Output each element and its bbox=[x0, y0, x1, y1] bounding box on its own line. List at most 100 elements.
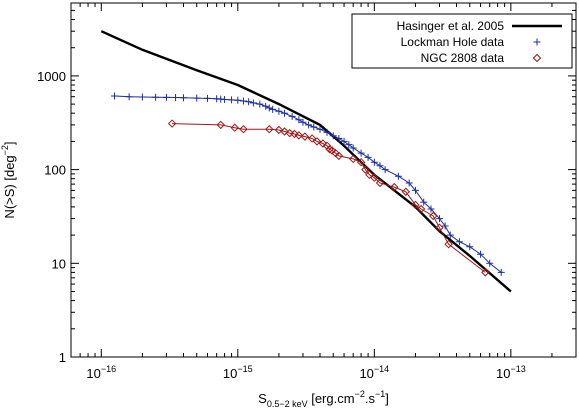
data-point-plus bbox=[420, 198, 428, 206]
data-point-plus bbox=[275, 107, 283, 115]
data-point-diamond bbox=[429, 211, 438, 221]
legend-box bbox=[351, 13, 573, 69]
series-1 bbox=[111, 92, 505, 276]
x-tick-label: 10−14 bbox=[359, 364, 389, 381]
data-point-plus bbox=[204, 94, 212, 102]
data-point-diamond bbox=[239, 124, 248, 134]
y-tick-label: 100 bbox=[44, 163, 66, 178]
data-point-diamond bbox=[216, 120, 225, 130]
data-point-plus bbox=[281, 109, 289, 117]
data-point-plus bbox=[381, 166, 389, 174]
series-0 bbox=[100, 30, 512, 293]
data-point-diamond bbox=[356, 157, 366, 167]
data-point-plus bbox=[466, 243, 474, 251]
plot-layer bbox=[100, 30, 512, 293]
data-point-diamond bbox=[322, 141, 332, 150]
data-point-plus bbox=[364, 153, 372, 161]
data-point-diamond bbox=[401, 187, 411, 196]
data-point-plus bbox=[234, 96, 242, 104]
x-axis-title: S0.5−2 keV [erg.cm−2.s−1] bbox=[258, 389, 389, 408]
data-point-plus bbox=[239, 97, 247, 105]
data-point-diamond bbox=[348, 154, 358, 164]
data-point-plus bbox=[288, 112, 296, 120]
data-point-plus bbox=[323, 128, 331, 136]
data-point-plus bbox=[497, 268, 505, 276]
data-point-plus bbox=[310, 123, 318, 131]
legend-label: NGC 2808 data bbox=[421, 51, 505, 65]
data-point-plus bbox=[299, 118, 307, 126]
data-point-diamond bbox=[285, 128, 294, 138]
legend-diamond-swatch bbox=[532, 53, 542, 63]
data-point-diamond bbox=[435, 223, 444, 232]
data-point-plus bbox=[394, 172, 402, 180]
data-point-diamond bbox=[334, 151, 344, 161]
data-point-plus bbox=[172, 94, 180, 102]
data-point-plus bbox=[357, 149, 365, 157]
data-point-plus bbox=[221, 96, 229, 104]
data-point-diamond bbox=[444, 239, 453, 249]
data-point-diamond bbox=[274, 125, 284, 135]
data-point-plus bbox=[477, 250, 485, 258]
y-tick-label: 10 bbox=[52, 256, 66, 271]
data-point-plus bbox=[340, 137, 348, 145]
data-point-plus bbox=[316, 125, 324, 133]
data-point-diamond bbox=[390, 182, 399, 192]
series-2 bbox=[167, 119, 490, 277]
data-point-diamond bbox=[318, 139, 328, 148]
data-point-diamond bbox=[167, 119, 177, 128]
data-point-plus bbox=[305, 121, 313, 129]
data-point-plus bbox=[411, 186, 419, 194]
data-point-plus bbox=[179, 94, 187, 102]
data-point-plus bbox=[441, 222, 449, 230]
data-point-diamond bbox=[370, 173, 379, 182]
data-point-diamond bbox=[481, 268, 490, 277]
data-point-plus bbox=[125, 93, 133, 101]
x-tick-label: 10−16 bbox=[86, 364, 116, 381]
y-axis-title: N(>S) [deg−2] bbox=[0, 141, 17, 218]
data-point-diamond bbox=[265, 124, 274, 134]
legend-label: Hasinger et al. 2005 bbox=[397, 19, 505, 33]
data-point-plus bbox=[193, 94, 201, 102]
data-point-plus bbox=[335, 134, 343, 142]
data-point-diamond bbox=[325, 145, 334, 154]
data-point-plus bbox=[269, 105, 277, 113]
plot-frame bbox=[70, 2, 577, 358]
data-point-diamond bbox=[411, 200, 420, 210]
data-point-plus bbox=[349, 144, 357, 152]
legend-plus-swatch bbox=[533, 38, 541, 46]
data-point-diamond bbox=[230, 123, 239, 132]
legend: Hasinger et al. 2005 Lockman Hole data NGC… bbox=[351, 13, 573, 69]
data-point-plus bbox=[295, 116, 303, 124]
y-tick-label: 1000 bbox=[37, 69, 66, 84]
legend-label: Lockman Hole data bbox=[401, 35, 505, 49]
data-point-plus bbox=[405, 179, 413, 187]
data-point-plus bbox=[228, 96, 236, 104]
data-point-diamond bbox=[416, 204, 426, 214]
data-point-plus bbox=[370, 158, 378, 166]
data-point-plus bbox=[245, 98, 253, 106]
data-point-diamond bbox=[307, 134, 317, 143]
data-point-plus bbox=[249, 99, 257, 107]
data-point-plus bbox=[329, 132, 337, 140]
data-point-diamond bbox=[312, 137, 322, 146]
data-point-diamond bbox=[280, 127, 289, 136]
y-tick-label: 1 bbox=[59, 350, 66, 365]
series-line-0 bbox=[100, 30, 512, 293]
data-point-diamond bbox=[361, 165, 370, 174]
data-point-diamond bbox=[300, 132, 310, 141]
data-point-diamond bbox=[294, 131, 304, 140]
data-point-plus bbox=[435, 215, 443, 223]
data-area bbox=[100, 30, 512, 293]
data-point-plus bbox=[111, 92, 119, 100]
data-point-plus bbox=[455, 238, 463, 246]
data-point-diamond bbox=[375, 178, 385, 188]
series-line-1 bbox=[114, 95, 502, 273]
data-point-plus bbox=[256, 100, 264, 108]
data-point-plus bbox=[427, 205, 435, 213]
data-point-plus bbox=[138, 93, 146, 101]
data-point-plus bbox=[486, 259, 494, 267]
data-point-plus bbox=[345, 141, 353, 149]
x-tick-label: 10−13 bbox=[496, 364, 526, 381]
